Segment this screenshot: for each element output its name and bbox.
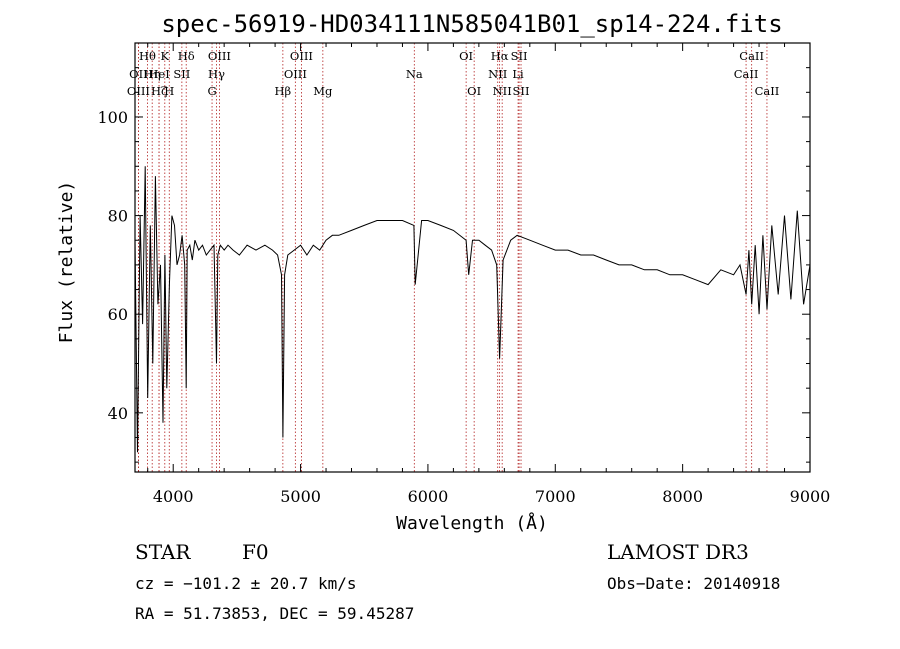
x-tick-label: 9000 xyxy=(790,487,831,506)
spectral-line-label: SII xyxy=(513,84,530,98)
spectrum-series-line xyxy=(134,166,811,453)
redshift-velocity: cz = −101.2 ± 20.7 km/s xyxy=(135,574,357,593)
y-tick-label: 60 xyxy=(108,305,128,324)
spectral-line-label: SII xyxy=(511,49,528,63)
spectral-line-label: NII xyxy=(493,84,512,98)
spectral-line-markers xyxy=(138,43,768,472)
coordinates: RA = 51.73853, DEC = 59.45287 xyxy=(135,604,415,623)
x-tick-label: 4000 xyxy=(153,487,194,506)
x-tick-label: 5000 xyxy=(280,487,321,506)
spectral-line-label: SII xyxy=(173,67,190,81)
spectral-line-label: Li xyxy=(512,67,524,81)
spectral-line-label: OI xyxy=(467,84,481,98)
x-tick-label: 8000 xyxy=(662,487,703,506)
spectral-line-label: Hδ xyxy=(178,49,195,63)
object-subclass: F0 xyxy=(242,540,269,564)
x-axis-label: Wavelength (Å) xyxy=(396,512,548,534)
spectral-line-label: CaII xyxy=(739,49,764,63)
spectral-line-label: OIII xyxy=(290,49,313,63)
y-axis-label: Flux (relative) xyxy=(56,181,77,344)
spectral-line-label: G xyxy=(207,84,216,98)
spectral-line-label: OIII xyxy=(208,49,231,63)
spectral-line-label: OIII xyxy=(127,84,150,98)
spectral-line-label: Hα xyxy=(491,49,509,63)
spectral-line-label: CaII xyxy=(734,67,759,81)
spectral-line-label: Mg xyxy=(313,84,333,98)
spectral-line-label: OII xyxy=(129,67,148,81)
spectral-line-label: OIII xyxy=(284,67,307,81)
spectral-line-label: Hη xyxy=(144,67,161,81)
spectral-line-label: CaII xyxy=(755,84,780,98)
spectral-line-label: Hβ xyxy=(275,84,292,98)
spectral-line-label: K xyxy=(161,49,170,63)
object-class: STAR xyxy=(135,540,191,564)
spectral-line-label: Hθ xyxy=(139,49,156,63)
x-tick-label: 7000 xyxy=(535,487,576,506)
spectral-line-label: OI xyxy=(459,49,473,63)
spectral-line-label: H xyxy=(164,84,174,98)
spectral-line-label: Hζ xyxy=(151,84,167,98)
spectral-line-label: Na xyxy=(406,67,423,81)
spectral-line-label: HeI xyxy=(148,67,169,81)
x-tick-label: 6000 xyxy=(408,487,449,506)
y-tick-label: 80 xyxy=(108,207,128,226)
chart-title: spec-56919-HD034111N585041B01_sp14-224.f… xyxy=(161,10,782,38)
plot-frame xyxy=(134,42,811,473)
y-tick-label: 100 xyxy=(97,108,128,127)
observation-date: Obs−Date: 20140918 xyxy=(607,574,781,593)
survey-name: LAMOST DR3 xyxy=(607,540,749,564)
spectral-line-label: Hγ xyxy=(208,67,225,81)
spectral-line-label: NII xyxy=(488,67,507,81)
axis-ticks: 4000 5000 6000 7000 8000 9000 40 60 80 100 xyxy=(97,43,830,506)
y-tick-label: 40 xyxy=(108,404,128,423)
